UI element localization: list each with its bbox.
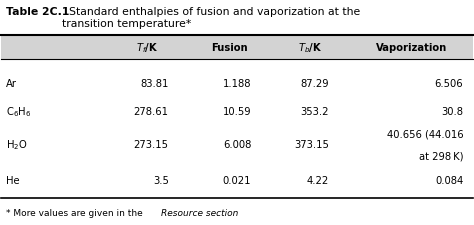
Text: Vaporization: Vaporization [376,43,447,53]
Text: Ar: Ar [6,79,17,89]
Text: 273.15: 273.15 [134,140,169,150]
Text: 353.2: 353.2 [301,108,329,117]
Text: 373.15: 373.15 [294,140,329,150]
Text: Standard enthalpies of fusion and vaporization at the
transition temperature*: Standard enthalpies of fusion and vapori… [62,7,360,29]
Text: He: He [6,176,20,186]
Text: 87.29: 87.29 [300,79,329,89]
Text: Table 2C.1: Table 2C.1 [6,7,70,17]
Text: Fusion: Fusion [211,43,248,53]
Text: 0.021: 0.021 [223,176,251,186]
Text: H$_2$O: H$_2$O [6,138,28,152]
Text: at 298 K): at 298 K) [419,152,463,162]
Text: 278.61: 278.61 [134,108,169,117]
FancyBboxPatch shape [1,35,473,59]
Text: 40.656 (44.016: 40.656 (44.016 [387,129,463,139]
Text: 83.81: 83.81 [140,79,169,89]
Text: C$_6$H$_6$: C$_6$H$_6$ [6,106,32,119]
Text: .: . [216,209,219,218]
Text: Resource section: Resource section [161,209,238,218]
Text: 3.5: 3.5 [153,176,169,186]
Text: * More values are given in the: * More values are given in the [6,209,146,218]
Text: 1.188: 1.188 [223,79,251,89]
Text: 4.22: 4.22 [307,176,329,186]
Text: 6.506: 6.506 [435,79,463,89]
Text: $\mathit{T_b}$/K: $\mathit{T_b}$/K [298,41,322,55]
Text: 6.008: 6.008 [223,140,251,150]
Text: 10.59: 10.59 [222,108,251,117]
Text: 0.084: 0.084 [435,176,463,186]
Text: $\mathit{T_f}$/K: $\mathit{T_f}$/K [136,41,159,55]
Text: 30.8: 30.8 [441,108,463,117]
